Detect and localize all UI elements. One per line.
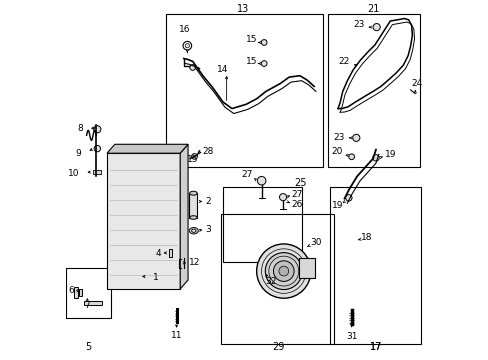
Circle shape — [94, 145, 101, 152]
Text: 7: 7 — [84, 301, 90, 310]
Text: 27: 27 — [241, 170, 252, 179]
Text: 15: 15 — [186, 156, 198, 165]
Bar — [168, 249, 171, 257]
Text: 4: 4 — [156, 249, 161, 258]
Polygon shape — [180, 144, 188, 289]
Ellipse shape — [189, 228, 198, 234]
Text: 20: 20 — [330, 147, 342, 156]
Text: 23: 23 — [333, 132, 344, 141]
Text: 2: 2 — [205, 197, 210, 206]
Circle shape — [372, 155, 378, 161]
Bar — [223, 187, 301, 262]
Bar — [298, 257, 314, 278]
Text: 14: 14 — [216, 66, 227, 75]
Circle shape — [185, 44, 189, 48]
Circle shape — [265, 253, 302, 289]
Ellipse shape — [189, 216, 197, 219]
Bar — [74, 287, 78, 298]
Text: 28: 28 — [202, 147, 213, 156]
Text: 11: 11 — [170, 331, 182, 340]
Circle shape — [372, 23, 380, 31]
Polygon shape — [107, 153, 180, 289]
Polygon shape — [107, 144, 188, 153]
Text: 9: 9 — [76, 149, 81, 158]
Bar — [165, 14, 323, 167]
Bar — [66, 267, 110, 318]
Ellipse shape — [191, 229, 196, 232]
Circle shape — [273, 261, 293, 282]
Text: 10: 10 — [68, 169, 80, 178]
Text: 29: 29 — [272, 342, 284, 352]
Text: 1: 1 — [153, 273, 159, 282]
Bar — [189, 193, 197, 217]
Text: 3: 3 — [204, 225, 210, 234]
Text: 23: 23 — [352, 20, 364, 29]
Text: 22: 22 — [338, 57, 349, 66]
Circle shape — [278, 266, 288, 276]
Text: 16: 16 — [179, 26, 190, 35]
Text: 32: 32 — [264, 277, 276, 286]
Text: 27: 27 — [291, 190, 303, 199]
Bar — [329, 187, 421, 344]
Text: 15: 15 — [245, 35, 257, 44]
Circle shape — [352, 134, 359, 141]
Bar — [221, 214, 333, 344]
Circle shape — [94, 126, 101, 133]
Text: 5: 5 — [85, 342, 91, 352]
Ellipse shape — [189, 191, 197, 195]
Text: 25: 25 — [294, 178, 306, 188]
Circle shape — [261, 61, 266, 66]
Text: 15: 15 — [245, 57, 257, 66]
Circle shape — [279, 194, 286, 201]
Circle shape — [261, 40, 266, 45]
Text: 31: 31 — [345, 332, 357, 341]
Circle shape — [191, 154, 197, 159]
Text: 24: 24 — [410, 79, 422, 88]
Text: 8: 8 — [77, 124, 83, 133]
Bar — [79, 289, 81, 296]
Text: 13: 13 — [236, 4, 248, 14]
Circle shape — [348, 154, 354, 159]
Text: 30: 30 — [309, 238, 321, 247]
Text: 18: 18 — [360, 233, 372, 242]
Bar — [93, 170, 101, 174]
Circle shape — [256, 244, 310, 298]
Text: 17: 17 — [369, 342, 381, 352]
Text: 26: 26 — [291, 200, 303, 209]
Bar — [83, 301, 102, 305]
Circle shape — [345, 195, 351, 201]
Text: 21: 21 — [367, 4, 379, 14]
Circle shape — [257, 176, 265, 185]
Text: 19: 19 — [332, 201, 343, 210]
Circle shape — [189, 64, 195, 70]
Text: 19: 19 — [384, 150, 395, 159]
Text: 6: 6 — [68, 285, 74, 294]
Bar — [328, 14, 419, 167]
Text: 17: 17 — [369, 342, 381, 352]
Text: 12: 12 — [188, 258, 200, 267]
